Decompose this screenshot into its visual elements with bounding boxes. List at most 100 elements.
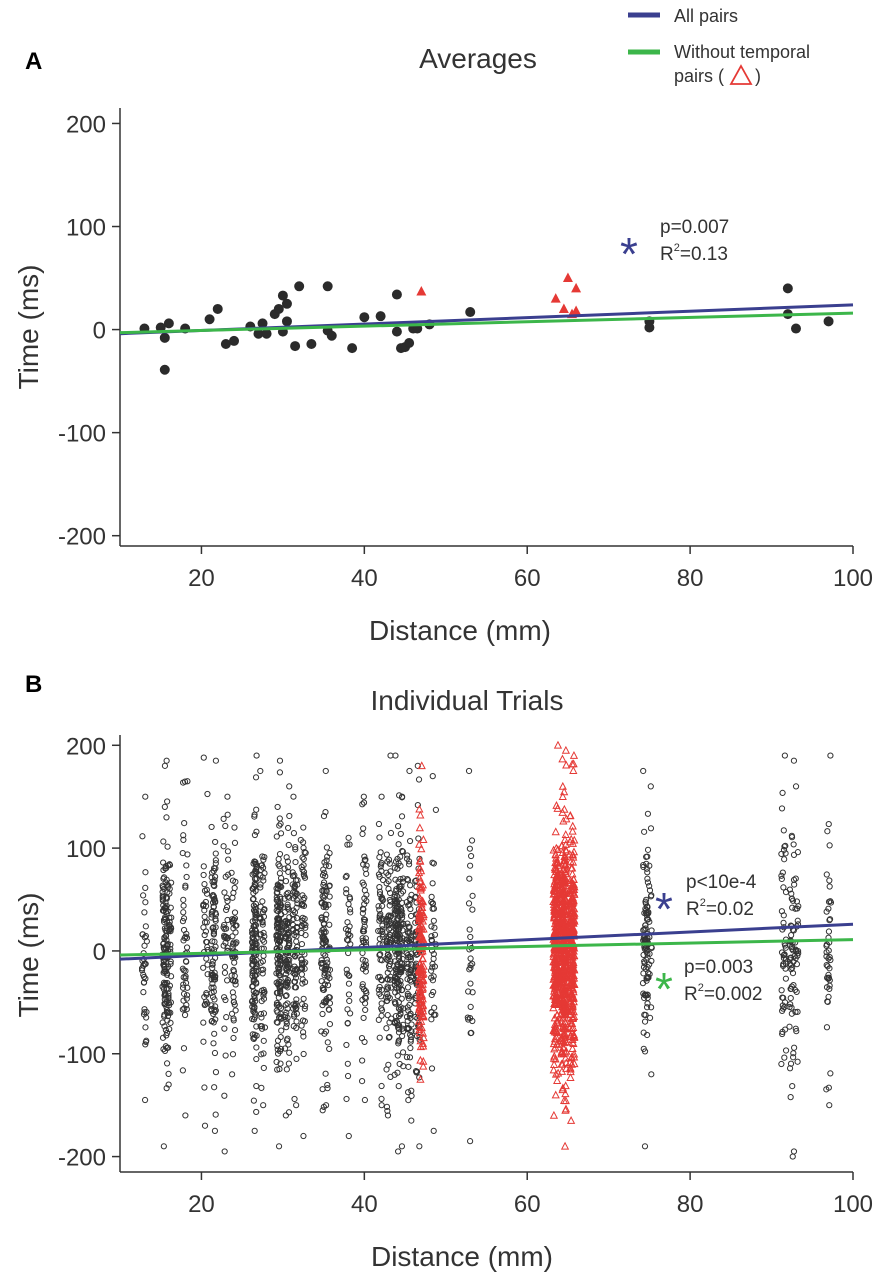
- data-point: [326, 330, 337, 341]
- temporal-trial-point: [553, 1076, 562, 1084]
- trial-point: [795, 903, 802, 910]
- trial-point: [286, 812, 293, 820]
- trial-point: [430, 1127, 437, 1134]
- trial-point: [793, 1028, 800, 1035]
- trial-point: [291, 1011, 298, 1018]
- trial-point: [399, 847, 406, 855]
- trial-point: [469, 906, 476, 913]
- trial-point: [167, 1019, 174, 1026]
- trial-point: [395, 1038, 402, 1045]
- panel-a: A Averages -200 -100 0 100 200 20 40 60 80 100 Di…: [13, 43, 873, 646]
- trial-point: [376, 834, 383, 841]
- trial-point: [407, 1031, 414, 1038]
- y-tick-label: 0: [93, 939, 106, 966]
- panel-letter-b: B: [25, 671, 42, 698]
- trial-point: [362, 939, 370, 946]
- trial-point: [826, 877, 833, 884]
- temporal-trial-point: [568, 908, 577, 917]
- trial-point: [646, 862, 653, 869]
- trial-point: [224, 793, 231, 800]
- trial-point: [780, 884, 787, 891]
- trial-point: [464, 1014, 471, 1021]
- trial-point: [141, 1009, 148, 1016]
- trial-point: [166, 861, 173, 868]
- trial-point: [224, 977, 231, 984]
- trial-point: [293, 891, 300, 898]
- trial-point: [277, 1005, 285, 1012]
- trial-point: [399, 914, 406, 921]
- trial-point: [361, 1038, 368, 1046]
- temporal-trial-point: [559, 902, 568, 911]
- trial-point: [376, 983, 383, 991]
- trial-point: [399, 1021, 407, 1028]
- trial-point: [208, 909, 216, 916]
- trial-point: [274, 803, 281, 811]
- trial-point: [292, 1006, 299, 1013]
- p-value-text: p=0.007: [660, 217, 729, 238]
- trial-point: [284, 1035, 291, 1042]
- asterisk-icon: *: [620, 228, 638, 280]
- trial-point: [181, 820, 188, 827]
- trial-point: [164, 908, 171, 915]
- trial-point: [221, 969, 229, 976]
- trial-point: [252, 911, 259, 918]
- trial-point: [779, 789, 786, 797]
- temporal-trial-point: [549, 1053, 559, 1062]
- y-tick-label: -100: [58, 421, 106, 448]
- temporal-trial-point: [553, 845, 562, 853]
- trial-point: [258, 862, 266, 869]
- trial-point: [790, 757, 798, 764]
- trial-point: [231, 839, 239, 847]
- x-tick-label: 60: [514, 1191, 541, 1218]
- trial-point: [383, 997, 390, 1005]
- trial-point: [182, 884, 189, 891]
- temporal-trial-point: [417, 947, 426, 956]
- trial-point: [824, 828, 831, 835]
- trial-point: [166, 1026, 173, 1033]
- trial-point: [222, 996, 229, 1004]
- trial-point: [415, 835, 422, 842]
- legend-label-without-temporal-line2-suffix: ): [755, 66, 761, 86]
- trial-point: [283, 1018, 290, 1025]
- trial-point: [159, 897, 166, 904]
- temporal-trial-point: [414, 916, 424, 925]
- trial-point: [253, 806, 260, 813]
- trial-point: [403, 1013, 411, 1020]
- temporal-trial-point: [419, 1061, 428, 1070]
- trial-point: [398, 995, 405, 1002]
- trial-point: [346, 906, 354, 913]
- trial-point: [788, 890, 795, 897]
- trial-point: [208, 989, 215, 996]
- trial-point: [221, 994, 228, 1001]
- trial-point: [276, 757, 284, 764]
- trial-point: [825, 947, 832, 954]
- temporal-data-point: [416, 285, 427, 296]
- trial-point: [274, 1046, 281, 1053]
- trial-point: [645, 969, 652, 976]
- trial-point: [180, 974, 187, 981]
- trial-point: [291, 883, 299, 890]
- trial-point: [641, 958, 648, 965]
- trial-point: [792, 955, 799, 962]
- trial-point: [823, 908, 830, 915]
- trial-point: [300, 1132, 307, 1140]
- trial-point: [211, 877, 218, 884]
- trial-point: [823, 941, 831, 948]
- y-tick-label: 100: [66, 215, 106, 242]
- temporal-trial-point: [566, 899, 575, 908]
- trial-point: [646, 882, 653, 890]
- temporal-trial-point: [565, 1057, 575, 1066]
- trial-point: [162, 1026, 169, 1034]
- trial-point: [220, 815, 227, 822]
- trial-point: [260, 966, 267, 973]
- trial-point: [222, 934, 230, 941]
- temporal-trial-point: [561, 1105, 570, 1114]
- trial-point: [229, 1051, 237, 1058]
- trial-point: [211, 873, 219, 880]
- trial-point: [161, 989, 169, 996]
- temporal-trial-point: [419, 835, 428, 843]
- panel-b-title: Individual Trials: [371, 685, 564, 716]
- x-tick-label: 20: [188, 565, 215, 592]
- trial-point: [298, 971, 305, 978]
- trial-point: [385, 926, 393, 933]
